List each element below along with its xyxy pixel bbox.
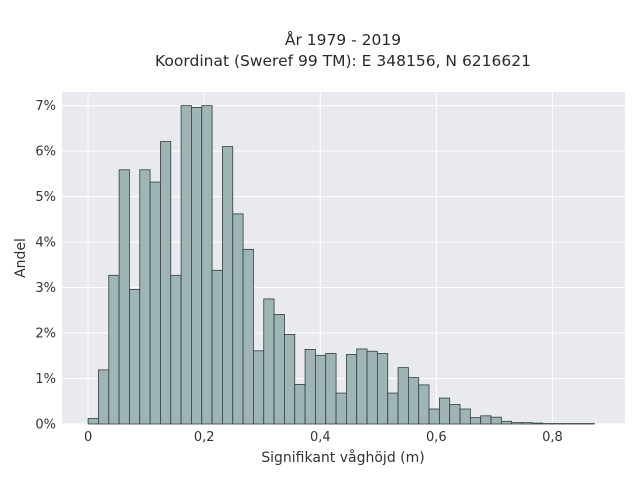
histogram-bar bbox=[512, 423, 522, 424]
histogram-bar bbox=[481, 416, 491, 424]
x-tick-label: 0 bbox=[84, 430, 92, 445]
histogram-bar bbox=[140, 170, 150, 424]
histogram-bar bbox=[346, 354, 356, 424]
histogram-bar bbox=[501, 421, 511, 424]
y-tick-label: 0% bbox=[35, 418, 56, 433]
histogram-bar bbox=[243, 249, 253, 424]
histogram-bar bbox=[171, 275, 181, 424]
chart-title-line2: Koordinat (Sweref 99 TM): E 348156, N 62… bbox=[155, 52, 531, 70]
y-tick-label: 6% bbox=[35, 145, 56, 160]
histogram-bar bbox=[305, 349, 315, 424]
x-axis-label: Signifikant våghöjd (m) bbox=[261, 449, 424, 466]
histogram-bar bbox=[233, 214, 243, 424]
histogram-bar bbox=[388, 393, 398, 424]
y-tick-label: 5% bbox=[35, 190, 56, 205]
x-tick-label: 0,4 bbox=[310, 430, 331, 445]
y-tick-label: 7% bbox=[35, 99, 56, 114]
histogram-bar bbox=[212, 270, 222, 424]
histogram-bar bbox=[88, 419, 98, 424]
histogram-bar bbox=[367, 351, 377, 424]
histogram-bar bbox=[274, 314, 284, 424]
chart-title-line1: År 1979 - 2019 bbox=[285, 30, 401, 49]
histogram-bar bbox=[460, 409, 470, 424]
histogram-bar bbox=[439, 398, 449, 424]
histogram-bar bbox=[284, 334, 294, 424]
histogram-bar bbox=[419, 385, 429, 424]
histogram-bar bbox=[202, 106, 212, 424]
histogram-bar bbox=[532, 423, 542, 424]
histogram-bar bbox=[150, 182, 160, 424]
x-tick-label: 0,2 bbox=[194, 430, 215, 445]
histogram-bar bbox=[398, 368, 408, 424]
histogram-bar bbox=[98, 370, 108, 424]
histogram-bar bbox=[160, 142, 170, 424]
histogram-bar bbox=[377, 354, 387, 424]
histogram-bar bbox=[336, 393, 346, 424]
x-tick-label: 0,8 bbox=[542, 430, 563, 445]
histogram-bar bbox=[326, 354, 336, 424]
x-tick-label: 0,6 bbox=[426, 430, 447, 445]
histogram-bar bbox=[253, 351, 263, 424]
histogram-bar bbox=[295, 384, 305, 424]
histogram-bar bbox=[191, 107, 201, 424]
histogram-bar bbox=[315, 355, 325, 424]
histogram-bar bbox=[129, 289, 139, 424]
histogram-bar bbox=[357, 349, 367, 424]
histogram-bar bbox=[522, 423, 532, 424]
histogram-bar bbox=[119, 170, 129, 424]
histogram-bar bbox=[470, 418, 480, 424]
histogram-bar bbox=[450, 404, 460, 424]
histogram-bar bbox=[491, 417, 501, 424]
histogram-bar bbox=[109, 275, 119, 424]
histogram-bar bbox=[408, 378, 418, 424]
histogram-bar bbox=[264, 299, 274, 424]
y-tick-label: 2% bbox=[35, 327, 56, 342]
y-axis-label: Andel bbox=[13, 238, 29, 278]
histogram-bar bbox=[181, 106, 191, 424]
y-tick-label: 3% bbox=[35, 281, 56, 296]
histogram-bar bbox=[222, 147, 232, 424]
histogram-bar bbox=[429, 409, 439, 424]
y-tick-label: 1% bbox=[35, 372, 56, 387]
y-tick-label: 4% bbox=[35, 236, 56, 251]
